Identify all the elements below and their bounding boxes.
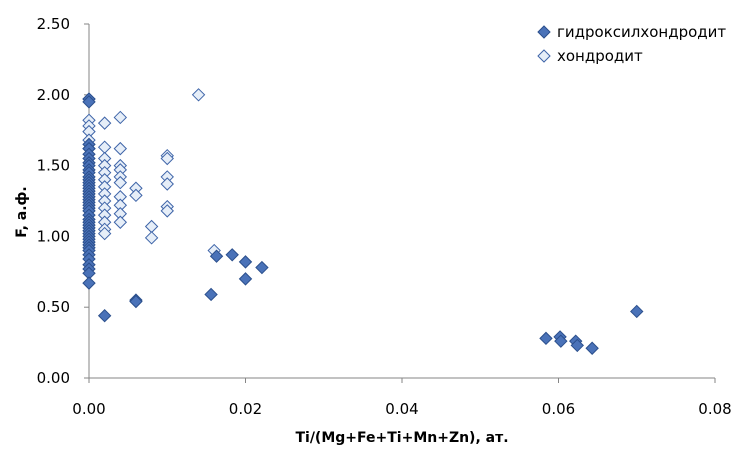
legend-marker-hydroxylchondrodite <box>537 25 551 39</box>
data-point-chondrodite <box>191 88 206 102</box>
data-point-hydroxylchondrodite <box>238 255 253 269</box>
y-tick-label: 1.00 <box>37 227 70 245</box>
data-point-chondrodite <box>113 215 128 229</box>
data-point-hydroxylchondrodite <box>97 308 112 323</box>
data-point-chondrodite <box>129 188 143 203</box>
data-point-hydroxylchondrodite <box>585 341 599 355</box>
y-tick-label: 0.50 <box>37 298 70 316</box>
x-tick-label: 0.02 <box>229 400 262 418</box>
legend-label-chondrodite: хондродит <box>557 47 643 65</box>
data-point-chondrodite <box>97 116 112 130</box>
x-tick-labels: 0.00 0.02 0.04 0.06 0.08 <box>72 400 731 418</box>
y-tick-label: 2.00 <box>37 86 70 104</box>
data-point-hydroxylchondrodite <box>209 249 224 263</box>
data-point-chondrodite <box>113 110 128 125</box>
x-tick-label: 0.06 <box>542 400 575 418</box>
x-tick-label: 0.08 <box>698 400 731 418</box>
data-points <box>82 88 644 355</box>
data-point-chondrodite <box>160 204 174 218</box>
data-point-chondrodite <box>113 141 128 156</box>
data-point-chondrodite <box>97 226 112 241</box>
data-point-chondrodite <box>144 231 159 245</box>
y-tick-label: 1.50 <box>37 157 70 175</box>
data-point-hydroxylchondrodite <box>129 294 143 309</box>
data-point-hydroxylchondrodite <box>238 272 253 286</box>
legend-marker-chondrodite <box>537 49 551 63</box>
axes <box>84 23 716 383</box>
data-point-chondrodite <box>144 219 159 234</box>
data-point-hydroxylchondrodite <box>554 334 568 348</box>
y-tick-label: 2.50 <box>37 15 70 33</box>
data-point-hydroxylchondrodite <box>82 95 96 109</box>
data-point-hydroxylchondrodite <box>630 304 644 319</box>
data-point-hydroxylchondrodite <box>255 260 269 275</box>
data-point-chondrodite <box>160 177 174 191</box>
x-tick-label: 0.04 <box>385 400 418 418</box>
data-point-hydroxylchondrodite <box>225 248 239 262</box>
x-tick-label: 0.00 <box>72 400 105 418</box>
data-point-hydroxylchondrodite <box>204 287 218 302</box>
data-point-chondrodite <box>160 151 174 166</box>
legend: гидроксилхондродит хондродит <box>537 23 726 65</box>
data-point-chondrodite <box>113 175 128 190</box>
data-point-hydroxylchondrodite <box>570 338 584 353</box>
data-point-chondrodite <box>97 140 112 154</box>
data-point-hydroxylchondrodite <box>539 331 553 346</box>
data-point-hydroxylchondrodite <box>82 276 96 290</box>
y-tick-labels: 0.00 0.50 1.00 1.50 2.00 2.50 <box>37 15 70 387</box>
legend-label-hydroxylchondrodite: гидроксилхондродит <box>557 23 726 41</box>
x-axis-title: Ti/(Mg+Fe+Ti+Mn+Zn), ат. <box>295 430 508 446</box>
y-tick-label: 0.00 <box>37 369 70 387</box>
y-axis-title: F, а.ф. <box>14 186 30 237</box>
